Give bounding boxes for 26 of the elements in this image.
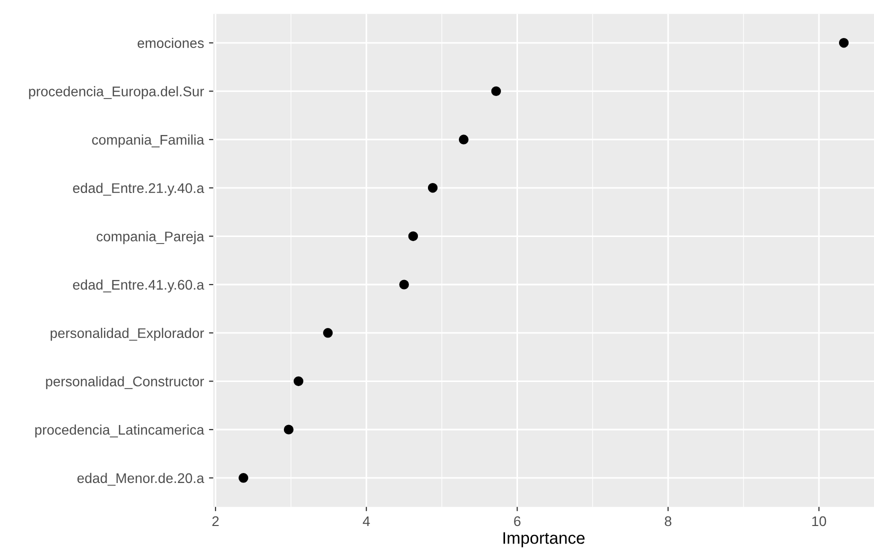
x-tick-label: 6: [514, 516, 520, 526]
y-tick-label: compania_Pareja: [96, 231, 204, 244]
x-tick-label: 2: [212, 516, 219, 526]
y-tick-label: edad_Menor.de.20.a: [77, 472, 204, 486]
point: [284, 424, 294, 434]
point: [323, 328, 333, 338]
x-tick-label: 8: [664, 516, 672, 526]
point: [491, 86, 501, 96]
y-tick-label: personalidad_Explorador: [50, 328, 204, 341]
y-tick-label: procedencia_Latincamerica: [35, 424, 204, 438]
x-tick-label: 10: [812, 516, 826, 526]
point: [428, 183, 438, 193]
y-tick-label: edad_Entre.21.y.40.a: [73, 182, 204, 196]
point: [838, 38, 849, 48]
x-axis-title: Importance: [503, 532, 585, 548]
point: [399, 280, 409, 290]
y-tick-label: emociones: [138, 38, 204, 48]
point: [294, 376, 304, 386]
y-tick-label: edad_Entre.41.y.60.a: [73, 280, 204, 292]
x-tick-label: 4: [362, 516, 370, 526]
y-tick-label: compania_Familia: [92, 134, 204, 148]
point: [238, 473, 248, 483]
point: [458, 134, 469, 144]
y-tick-label: personalidad_Constructor: [46, 376, 204, 390]
y-tick-label: procedencia_Europa.del.Sur: [29, 86, 204, 100]
point: [408, 231, 418, 242]
